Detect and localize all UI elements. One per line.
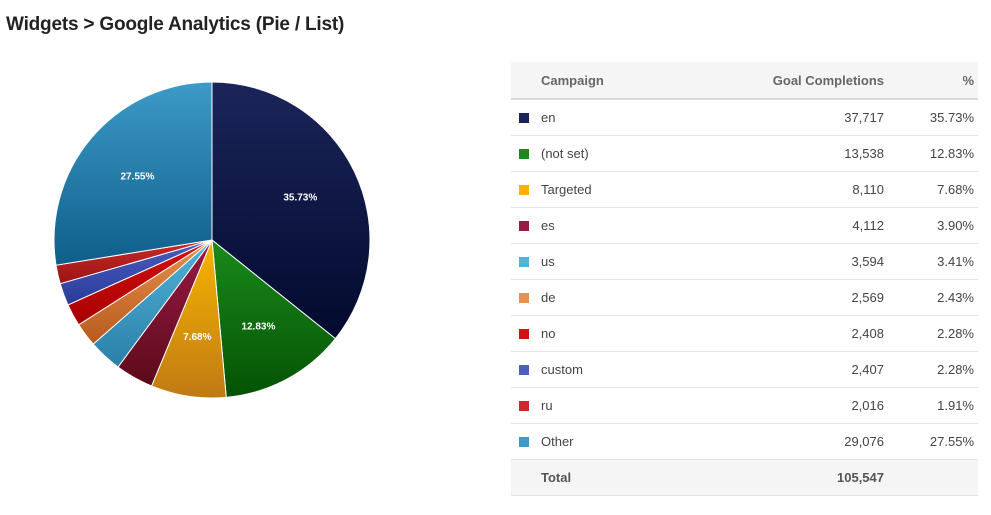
total-label: Total [511,459,684,496]
legend-swatch [519,400,529,411]
table-row[interactable]: es 4,112 3.90% [511,207,978,244]
total-row: Total 105,547 [511,459,978,496]
campaign-cell: Targeted [511,171,684,208]
table-row[interactable]: (not set) 13,538 12.83% [511,135,978,172]
table-row[interactable]: ru 2,016 1.91% [511,387,978,424]
campaign-label: en [541,110,556,125]
campaign-label: (not set) [541,146,589,161]
campaign-table: Campaign Goal Completions % en 37,717 35.7… [511,62,978,496]
percent-cell: 2.43% [884,279,978,316]
legend-swatch [519,220,529,231]
table-header-row: Campaign Goal Completions % [511,62,978,100]
slice-data-label: 35.73% [283,193,317,204]
table-row[interactable]: de 2,569 2.43% [511,279,978,316]
campaign-label: no [541,326,556,341]
slice-data-label: 12.83% [241,321,275,332]
goal-completions-cell: 37,717 [684,99,884,136]
legend-swatch [519,328,529,339]
percent-cell: 3.90% [884,207,978,244]
pie-chart: 35.73% 12.83% 7.68% 27.55% [53,81,371,399]
goal-completions-cell: 4,112 [684,207,884,244]
campaign-cell: custom [511,351,684,388]
campaign-cell: Other [511,423,684,460]
campaign-cell: us [511,243,684,280]
table-body: en 37,717 35.73% (not set) 13,538 12.83% Targe… [511,99,978,460]
legend-swatch [519,184,529,195]
campaign-label: Other [541,434,574,449]
slice-data-label: 27.55% [120,172,154,183]
header-goal-completions[interactable]: Goal Completions [684,62,884,100]
goal-completions-cell: 2,569 [684,279,884,316]
pie-slice-not-set[interactable] [211,238,337,398]
goal-completions-cell: 2,016 [684,387,884,424]
pie-slice-en[interactable] [211,81,371,340]
legend-swatch [519,364,529,375]
campaign-cell: en [511,99,684,136]
legend-swatch [519,436,529,447]
campaign-cell: es [511,207,684,244]
campaign-label: Targeted [541,182,592,197]
goal-completions-cell: 29,076 [684,423,884,460]
goal-completions-cell: 13,538 [684,135,884,172]
legend-swatch [519,256,529,267]
campaign-cell: (not set) [511,135,684,172]
percent-cell: 27.55% [884,423,978,460]
percent-cell: 2.28% [884,315,978,352]
header-percent[interactable]: % [884,62,978,100]
campaign-label: us [541,254,555,269]
legend-swatch [519,112,529,123]
percent-cell: 7.68% [884,171,978,208]
campaign-label: es [541,218,555,233]
table-row[interactable]: en 37,717 35.73% [511,99,978,136]
campaign-cell: ru [511,387,684,424]
legend-swatch [519,292,529,303]
percent-cell: 12.83% [884,135,978,172]
slice-data-label: 7.68% [183,332,211,343]
goal-completions-cell: 2,407 [684,351,884,388]
pie-chart-container: 35.73% 12.83% 7.68% 27.55% [40,70,385,415]
percent-cell: 2.28% [884,351,978,388]
percent-cell: 3.41% [884,243,978,280]
campaign-label: de [541,290,556,305]
campaign-label: ru [541,398,553,413]
campaign-cell: de [511,279,684,316]
header-campaign[interactable]: Campaign [511,62,684,100]
campaign-cell: no [511,315,684,352]
table-row[interactable]: custom 2,407 2.28% [511,351,978,388]
goal-completions-cell: 2,408 [684,315,884,352]
table-row[interactable]: Other 29,076 27.55% [511,423,978,460]
total-pct-empty [884,459,978,496]
percent-cell: 35.73% [884,99,978,136]
table-row[interactable]: Targeted 8,110 7.68% [511,171,978,208]
total-value: 105,547 [684,459,884,496]
table-row[interactable]: us 3,594 3.41% [511,243,978,280]
campaign-label: custom [541,362,583,377]
pie-slice-other[interactable] [53,81,213,266]
percent-cell: 1.91% [884,387,978,424]
goal-completions-cell: 3,594 [684,243,884,280]
page-title: Widgets > Google Analytics (Pie / List) [6,14,345,35]
legend-swatch [519,148,529,159]
goal-completions-cell: 8,110 [684,171,884,208]
table-row[interactable]: no 2,408 2.28% [511,315,978,352]
